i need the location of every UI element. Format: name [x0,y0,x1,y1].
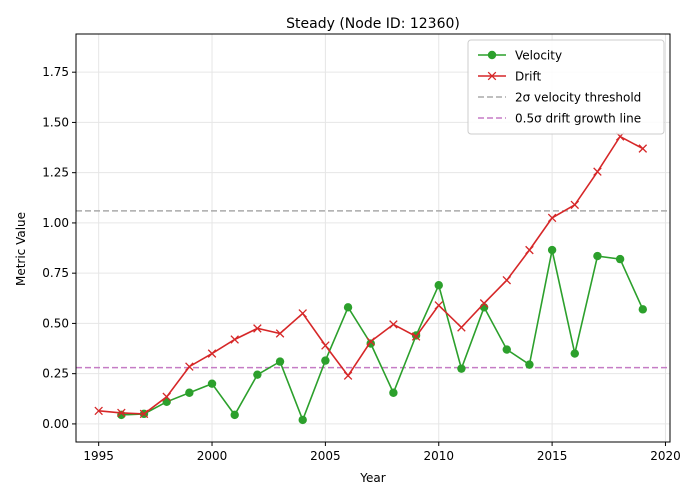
y-tick-label: 0.00 [42,417,69,431]
x-tick-label: 2010 [423,449,454,463]
data-point [207,349,217,358]
y-tick-label: 1.50 [42,115,69,129]
data-point [298,415,307,425]
y-tick-label: 1.75 [42,65,69,79]
series-drift [94,132,648,419]
data-point [411,332,421,341]
data-point [343,371,353,380]
data-point [275,329,285,338]
data-point [479,299,489,308]
data-point [389,320,398,329]
data-point [593,251,602,261]
x-tick-label: 2015 [537,449,568,463]
data-point [343,303,353,312]
legend-marker [487,71,497,81]
data-point [502,275,512,285]
legend-marker [487,50,497,60]
legend: Velocity Drift 2σ velocity threshold 0.5σ d… [467,39,665,135]
data-point [547,245,557,255]
x-axis-label: Year [359,471,385,485]
data-point [185,388,194,397]
data-point [185,362,194,371]
series-line [98,135,644,415]
legend-label: Velocity [515,49,562,63]
data-point [207,379,217,388]
y-axis-label: Metric Value [14,212,28,286]
data-point [298,309,307,318]
data-point [615,254,625,264]
data-point [230,335,239,344]
legend-box [467,39,665,135]
x-tick-label: 2000 [197,449,228,463]
data-point [321,356,330,365]
data-point [434,281,443,290]
legend-label: 0.5σ drift growth line [515,112,641,126]
x-tick-label: 2005 [310,449,341,463]
data-point [94,406,103,416]
data-point [117,408,126,418]
reference-lines [76,210,670,369]
data-point [275,357,285,366]
y-tick-label: 0.50 [42,316,69,330]
x-tick-label: 1995 [83,449,114,463]
data-point [366,337,375,346]
series-line [121,249,644,423]
data-point [547,213,557,223]
data-point [525,245,534,255]
data-point [570,349,579,358]
data-point [593,167,602,176]
y-tick-label: 1.25 [42,166,69,180]
data-point [162,392,171,402]
legend-label: Drift [515,70,542,84]
data-point [253,370,262,379]
data-point [230,410,239,420]
x-tick-label: 2020 [650,449,681,463]
data-point [321,341,330,350]
axis-ticks: 1995 2000 2005 2010 2015 2020 0.00 0.25 0.50 0.75… [42,65,680,463]
legend-label: 2σ velocity threshold [515,91,641,105]
data-point [638,305,647,314]
series-velocity [117,245,647,425]
data-point [570,200,580,210]
data-point [457,364,466,373]
data-point [434,301,444,310]
data-point [389,388,398,397]
data-point [502,345,511,354]
y-tick-label: 0.25 [42,367,69,381]
data-point [139,409,149,419]
y-tick-label: 0.75 [42,266,69,280]
data-point [253,324,262,333]
data-point [525,360,534,369]
series-layer [94,132,648,425]
y-tick-label: 1.00 [42,216,69,230]
chart-title: Steady (Node ID: 12360) [286,16,460,32]
plot-frame [75,33,671,443]
data-point [457,323,466,332]
data-point [638,144,648,153]
